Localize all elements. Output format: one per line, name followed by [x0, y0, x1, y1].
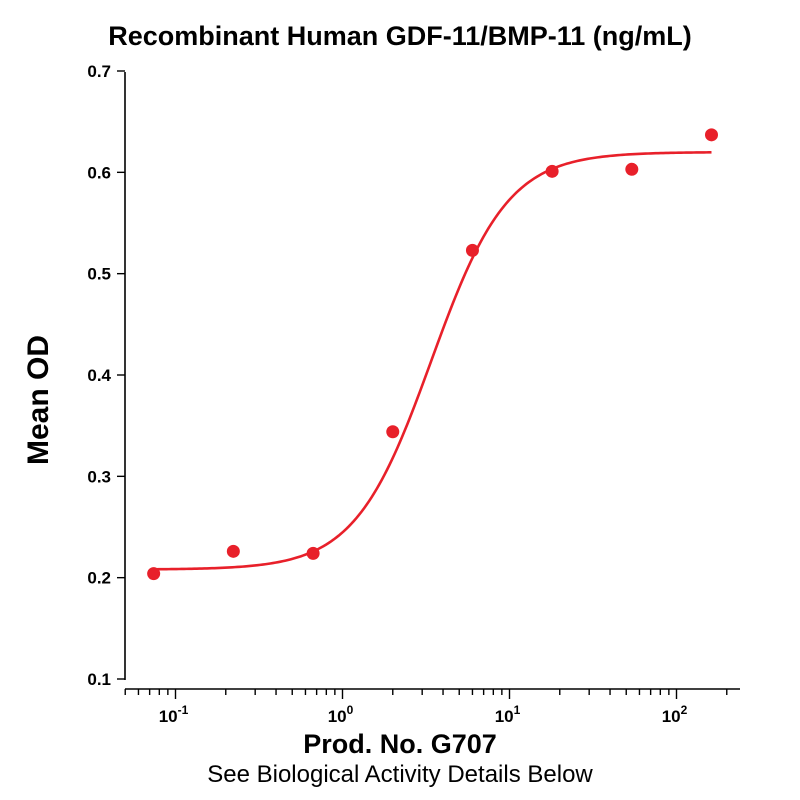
data-points	[147, 128, 718, 581]
y-axis-label: Mean OD	[22, 335, 55, 465]
data-point	[147, 567, 161, 581]
data-point	[704, 128, 718, 142]
y-tick-label: 0.7	[87, 62, 111, 81]
x-tick-label: 101	[495, 703, 521, 726]
data-point	[226, 544, 240, 558]
y-tick-label: 0.2	[87, 569, 111, 588]
x-tick-label: 102	[662, 703, 688, 726]
data-point	[545, 164, 559, 178]
x-tick-label: 100	[328, 703, 354, 726]
data-point	[465, 243, 479, 257]
x-ticks: 10-1 100 101 102	[124, 689, 728, 726]
chart-title: Recombinant Human GDF-11/BMP-11 (ng/mL)	[108, 21, 692, 51]
data-point	[386, 425, 400, 439]
data-point	[625, 162, 639, 176]
x-tick-label: 10-1	[159, 703, 189, 726]
y-tick-label: 0.5	[87, 265, 111, 284]
axes	[124, 72, 740, 690]
y-tick-label: 0.3	[87, 467, 111, 486]
fit-curve	[153, 151, 712, 571]
y-tick-label: 0.4	[87, 366, 111, 385]
y-ticks: 0.1 0.2 0.3 0.4 0.5 0.6 0.7	[87, 62, 125, 689]
y-tick-label: 0.6	[87, 163, 111, 182]
data-point	[306, 546, 320, 560]
x-axis-label: Prod. No. G707	[303, 729, 497, 759]
y-tick-label: 0.1	[87, 670, 111, 689]
chart-subtitle: See Biological Activity Details Below	[207, 761, 593, 788]
